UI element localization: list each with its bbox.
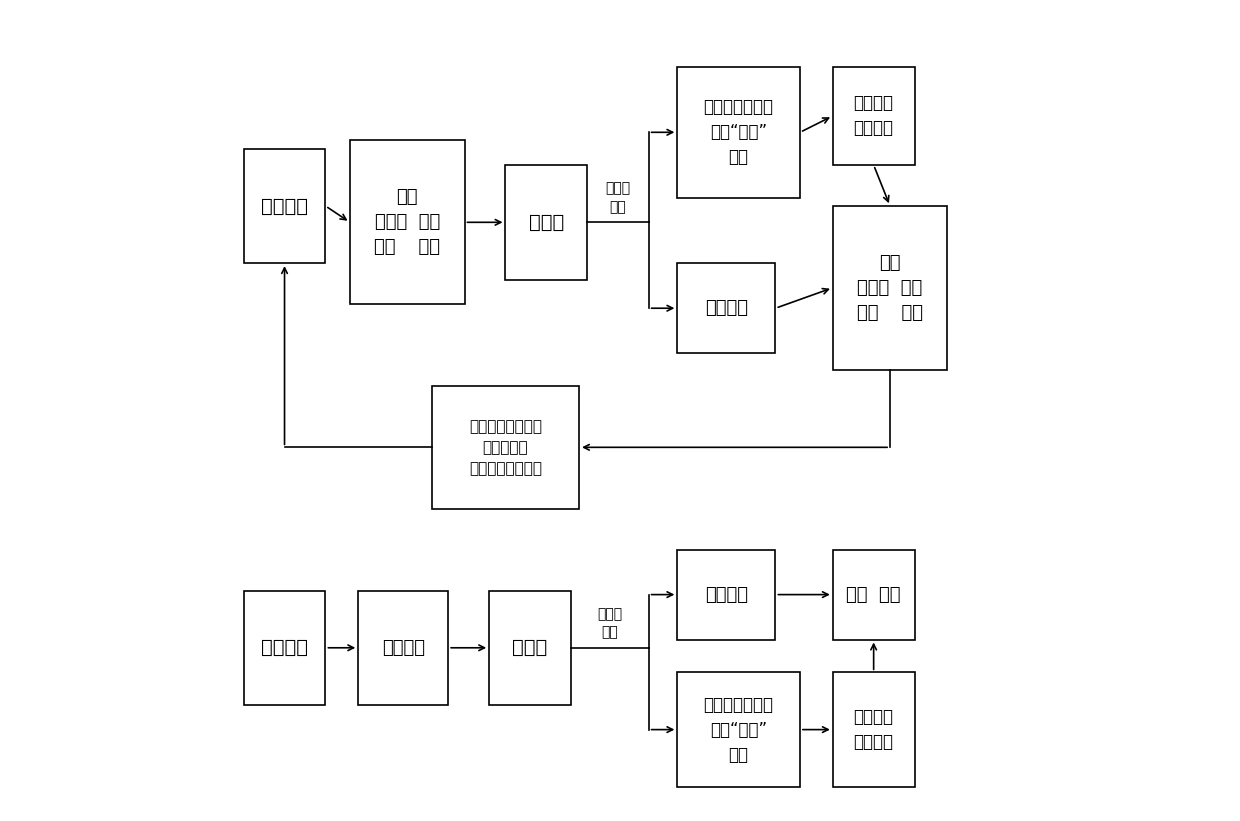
FancyBboxPatch shape (350, 140, 465, 304)
Text: 地锁  上升: 地锁 上升 (847, 585, 901, 603)
FancyBboxPatch shape (677, 67, 800, 198)
FancyBboxPatch shape (243, 590, 325, 705)
Text: 存取车
完成: 存取车 完成 (598, 607, 622, 640)
Text: 再次呼入: 再次呼入 (704, 299, 748, 317)
FancyBboxPatch shape (833, 549, 915, 640)
Text: 存取车: 存取车 (528, 213, 564, 232)
FancyBboxPatch shape (506, 165, 588, 280)
FancyBboxPatch shape (243, 149, 325, 264)
Text: 存取车: 存取车 (512, 638, 548, 658)
Text: 二层呼入: 二层呼入 (262, 196, 308, 215)
FancyBboxPatch shape (677, 549, 775, 640)
FancyBboxPatch shape (677, 264, 775, 353)
Text: 存取车
完成: 存取车 完成 (605, 181, 630, 214)
Text: 地锁和载车板都上
升到位后，
允许其他车位呼入: 地锁和载车板都上 升到位后， 允许其他车位呼入 (469, 419, 542, 476)
Text: 一层呼入: 一层呼入 (262, 638, 308, 658)
FancyBboxPatch shape (833, 67, 915, 165)
Text: 其他人键盘操作
（按“确认”
键）: 其他人键盘操作 （按“确认” 键） (703, 99, 774, 167)
Text: 延时，警
灯，蜂鸣: 延时，警 灯，蜂鸣 (853, 708, 894, 751)
Text: 同时
载车板  上升
地锁    上升: 同时 载车板 上升 地锁 上升 (857, 254, 923, 322)
FancyBboxPatch shape (677, 672, 800, 787)
FancyBboxPatch shape (833, 206, 947, 369)
Text: 其他人键盘操作
（按“确认”
键）: 其他人键盘操作 （按“确认” 键） (703, 695, 774, 764)
FancyBboxPatch shape (358, 590, 448, 705)
Text: 延时，警
灯，蜂鸣: 延时，警 灯，蜂鸣 (853, 94, 894, 137)
FancyBboxPatch shape (489, 590, 570, 705)
Text: 同时
载车板  下降
地锁    下降: 同时 载车板 下降 地锁 下降 (374, 188, 440, 256)
FancyBboxPatch shape (833, 672, 915, 787)
FancyBboxPatch shape (432, 386, 579, 509)
Text: 再次呼入: 再次呼入 (704, 585, 748, 603)
Text: 地锁下降: 地锁下降 (382, 639, 424, 657)
